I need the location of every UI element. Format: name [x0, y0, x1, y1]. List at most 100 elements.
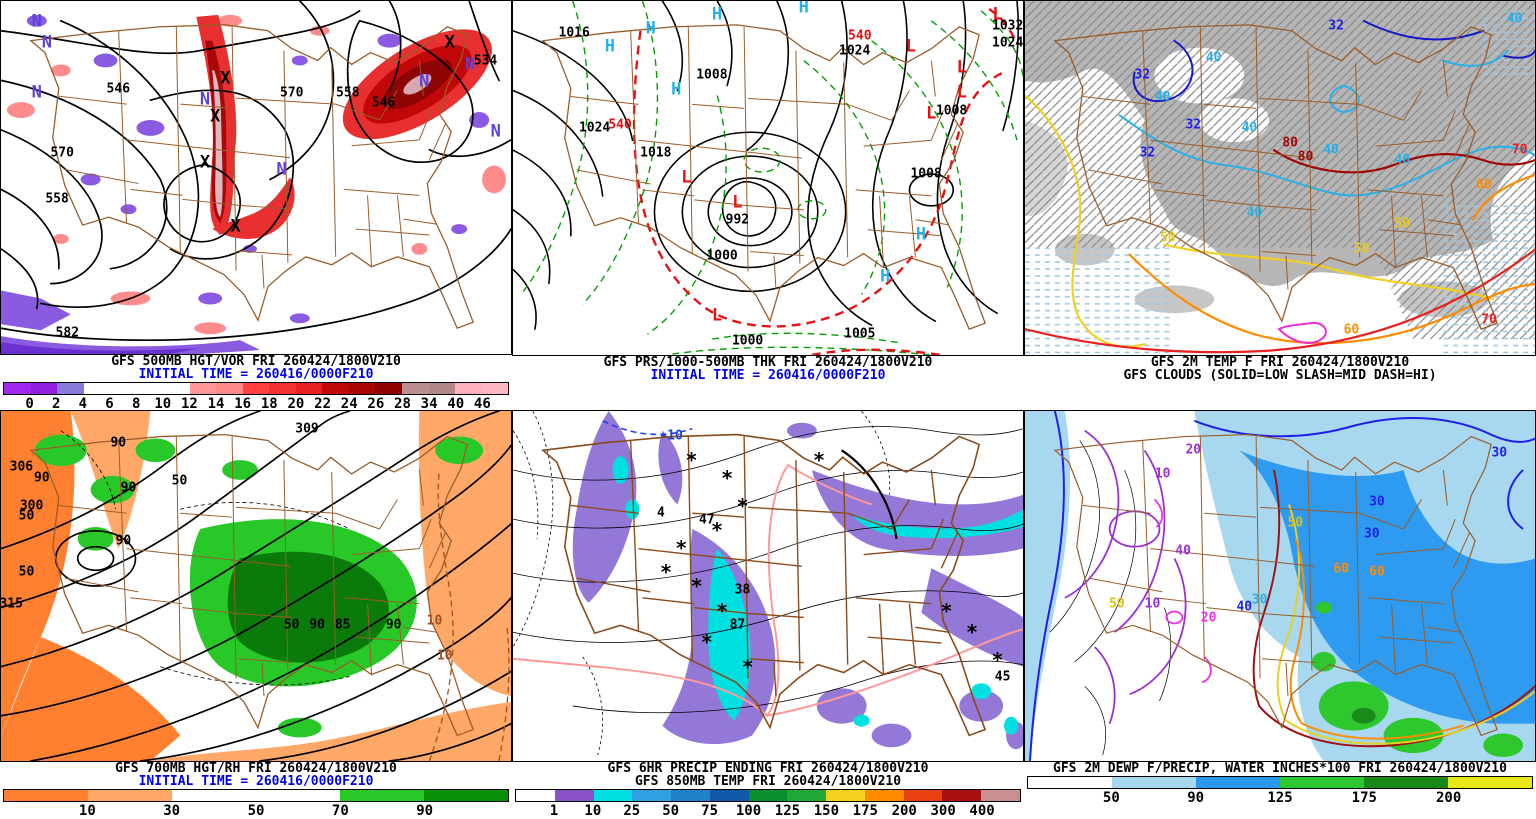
colorbar-tick-label: 400	[969, 803, 995, 819]
map-symbol: L	[926, 103, 937, 124]
colorbar-segment	[1280, 777, 1364, 788]
colorbar-tick-label: 175	[852, 803, 878, 819]
map-symbol: *	[721, 465, 734, 490]
map-symbol: N	[31, 82, 42, 103]
contour-label: 992	[725, 212, 750, 228]
panel-2m-dewp: 20 10 40 10 20 50 50 60 60 30 30 40 30 30 GFS 2M DEWP…	[1024, 410, 1536, 819]
map-symbol: *	[736, 493, 749, 518]
contour-label: 90	[309, 617, 326, 632]
colorbar-segment	[30, 383, 58, 394]
contour-label: 1000	[731, 333, 764, 349]
map-symbol: N	[276, 159, 287, 180]
map-symbol: L	[956, 57, 967, 78]
map-symbol: H	[798, 1, 809, 18]
colorbar-segment	[864, 790, 904, 801]
map-symbol: N	[490, 121, 501, 142]
map-caption: GFS 6HR PRECIP ENDING FRI 260424/1800V21…	[607, 761, 929, 776]
map-symbol: N	[41, 32, 53, 53]
contour-label: 20	[1185, 442, 1202, 457]
map-symbol: H	[604, 36, 616, 57]
contour-label: 90	[33, 470, 50, 485]
contour-label: 40	[1154, 89, 1171, 105]
colorbar-segment	[256, 790, 340, 801]
colorbar-segment	[632, 790, 672, 801]
colorbar-tick-label: 70	[331, 803, 349, 819]
colorbar-tick-label: 300	[930, 803, 956, 819]
contour-label: 50	[18, 508, 35, 524]
contour-label: 315	[1, 596, 23, 611]
colorbar-segment	[136, 383, 164, 394]
footer-temp-clouds: GFS 2M TEMP F FRI 260424/1800V210 GFS CLO…	[1024, 356, 1536, 410]
colorbar-ticks-dewp: 50 90 125 175 200	[1027, 789, 1533, 806]
contour-label: 306	[9, 459, 34, 475]
map-500mb-hgt-vor: 570 558 546 534 546 570 558 582 X X X X X N N N N N N N N	[0, 0, 512, 355]
colorbar-segment	[481, 383, 509, 394]
footer-prs: GFS PRS/1000-500MB THK FRI 260424/1800V2…	[512, 356, 1024, 410]
map-symbol: X	[220, 68, 231, 89]
colorbar-segment	[295, 383, 323, 394]
contour-label: 80	[1282, 135, 1299, 151]
contour-label: 40	[1394, 152, 1411, 168]
contour-label: 534	[473, 53, 498, 69]
contour-label: 32	[1328, 18, 1344, 34]
colorbar-segment	[424, 790, 508, 801]
map-6hr-precip: -10 47 4 38 87 45 * * * * * * * * * * * * * *	[512, 410, 1024, 762]
contour-label: 10	[426, 613, 443, 629]
contour-label: 1032	[992, 18, 1023, 34]
contour-label: 1005	[844, 326, 876, 342]
map-symbol: H	[915, 224, 927, 245]
colorbar-tick-label: 6	[105, 396, 114, 410]
panel-prs-thickness: 1016 1008 1024 540 1018 992 1000 540 1024 1032 102…	[512, 0, 1024, 410]
colorbar-tick-label: 26	[367, 396, 385, 410]
footer-500mb: GFS 500MB HGT/VOR FRI 260424/1800V210 INI…	[0, 355, 512, 410]
colorbar-segment	[4, 790, 88, 801]
map-symbol: H	[671, 79, 682, 99]
map-art-700mb	[1, 411, 511, 761]
colorbar-tick-label: 50	[1102, 790, 1120, 806]
contour-label: 558	[45, 191, 69, 207]
contour-label: 40	[1241, 120, 1258, 136]
colorbar-segment	[593, 790, 633, 801]
colorbar-tick-label: 125	[1267, 790, 1293, 806]
contour-label: 60	[1369, 564, 1385, 580]
contour-label: 32	[1134, 67, 1151, 83]
map-symbol: N	[419, 71, 430, 92]
map-art-temp-clouds	[1025, 1, 1535, 355]
map-symbol: N	[199, 89, 211, 110]
map-symbol: L	[732, 192, 743, 213]
colorbar-tick-label: 18	[260, 396, 278, 410]
contour-label: 10	[1154, 466, 1171, 482]
colorbar-precip	[515, 789, 1021, 802]
colorbar-segment	[787, 790, 827, 801]
contour-label: 50	[1353, 241, 1370, 257]
contour-label: 20	[1200, 610, 1217, 625]
contour-label: 80	[1297, 149, 1314, 165]
contour-label: 87	[729, 617, 746, 632]
colorbar-segment	[216, 383, 243, 394]
contour-label: 1016	[558, 25, 590, 41]
contour-label: 90	[120, 480, 137, 496]
panel-6hr-precip: -10 47 4 38 87 45 * * * * * * * * * * * * * * GFS 6HR PRECI…	[512, 410, 1024, 819]
map-symbol: *	[965, 619, 979, 644]
contour-label: 90	[110, 435, 127, 450]
contour-label: 50	[1287, 515, 1304, 531]
map-symbol: *	[716, 598, 729, 623]
colorbar-tick-label: 200	[1436, 790, 1462, 806]
contour-label: 32	[1185, 117, 1202, 133]
contour-label: 40	[1506, 11, 1523, 27]
contour-label: 546	[106, 81, 131, 97]
map-symbol: N	[31, 11, 42, 32]
colorbar-tick-label: 24	[340, 396, 358, 410]
contour-label: 90	[115, 533, 132, 548]
contour-label: 540	[848, 28, 872, 44]
map-symbol: H	[880, 266, 891, 287]
contour-label: 60	[1476, 177, 1492, 193]
contour-label: 540	[608, 117, 632, 133]
colorbar-tick-label: 50	[662, 803, 680, 819]
colorbar-tick-label: 10	[154, 396, 172, 410]
contour-label: 1008	[910, 166, 942, 182]
contour-label: 50	[1108, 596, 1125, 611]
map-caption: GFS 850MB TEMP FRI 260424/1800V210	[634, 774, 902, 789]
colorbar-segment	[748, 790, 788, 801]
contour-label: 70	[1511, 142, 1528, 158]
